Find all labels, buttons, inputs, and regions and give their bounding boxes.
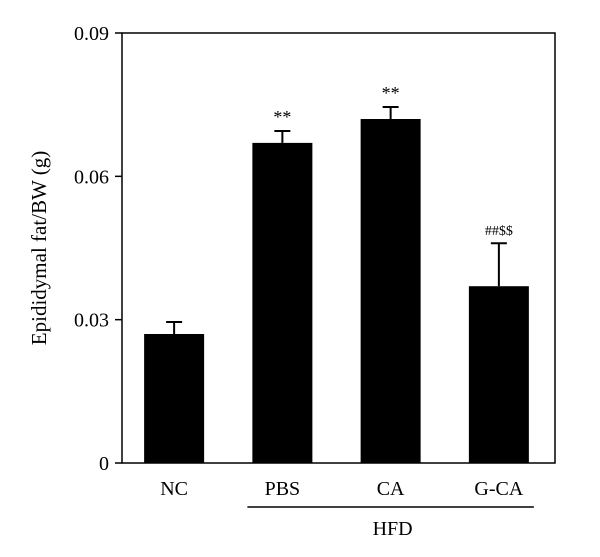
plot-frame [121, 32, 556, 464]
x-category-label: CA [377, 478, 405, 500]
bar-g-ca [468, 286, 529, 463]
significance-label: ##$$ [485, 224, 513, 239]
bar-pbs [252, 142, 313, 463]
group-label: HFD [373, 518, 413, 540]
y-axis-title: Epididymal fat/BW (g) [27, 151, 51, 345]
significance-label: ** [273, 107, 291, 127]
y-tick-label: 0 [99, 453, 109, 475]
y-tick-label: 0.03 [74, 310, 109, 332]
bar-nc [144, 334, 205, 463]
bar-ca [360, 119, 421, 463]
y-tick-label: 0.09 [74, 23, 109, 45]
significance-label: ** [382, 83, 400, 103]
x-category-label: NC [160, 478, 188, 500]
x-category-label: G-CA [474, 478, 523, 500]
y-tick-label: 0.06 [74, 166, 109, 188]
x-category-label: PBS [265, 478, 301, 500]
